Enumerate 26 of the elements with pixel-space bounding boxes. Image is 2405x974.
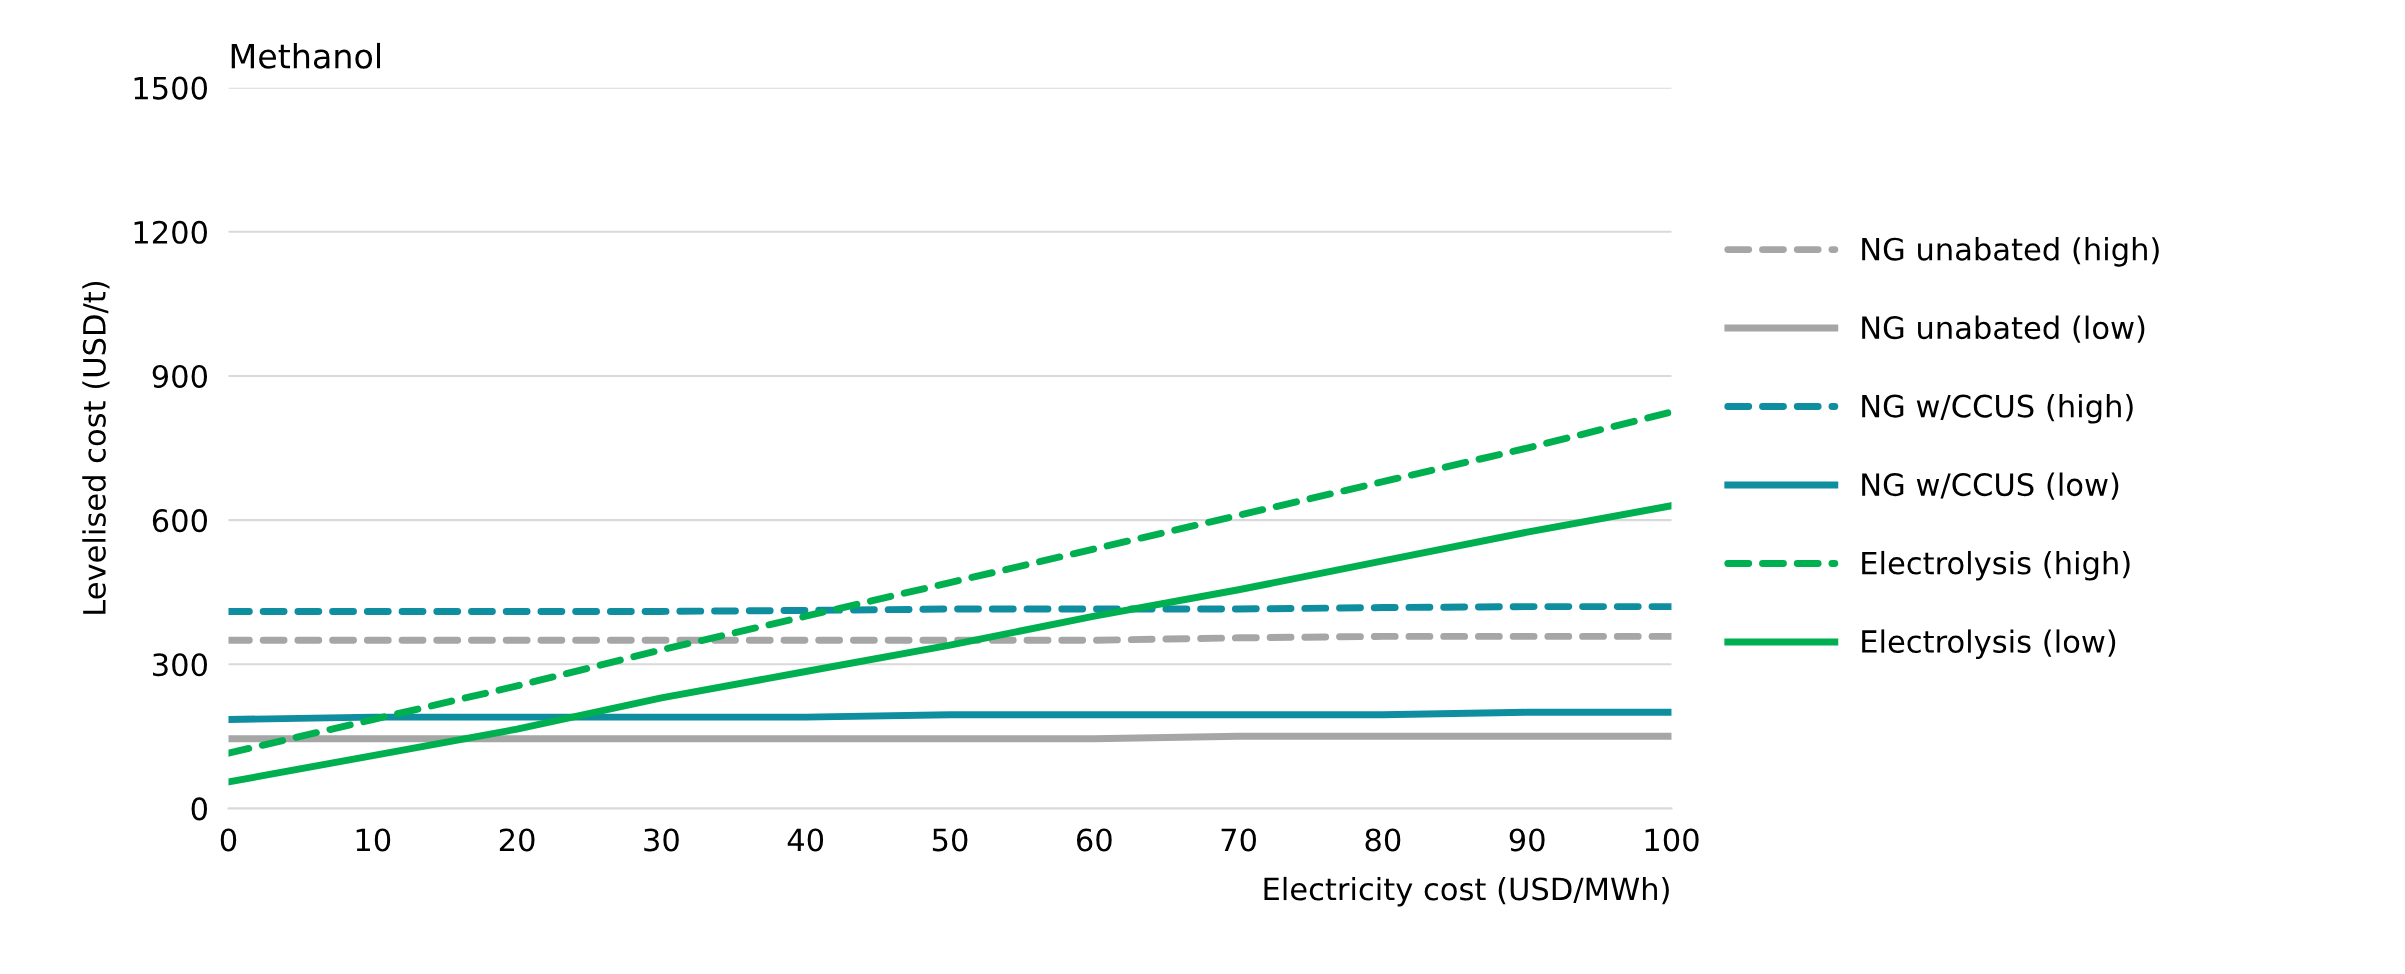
y-tick-label: 0 (191, 797, 207, 821)
chart-title: Methanol (231, 42, 381, 69)
x-tick-label: 100 (1645, 828, 1699, 852)
y-tick-label: 1200 (134, 220, 207, 244)
x-tick-label: 20 (499, 828, 535, 852)
x-axis-title: Electricity cost (USD/MWh) (1264, 876, 1669, 907)
legend-label: NG unabated (low) (1862, 315, 2145, 343)
legend-label: Electrolysis (high) (1862, 550, 2130, 581)
x-tick-label: 70 (1221, 828, 1256, 852)
y-tick-label: 300 (153, 653, 207, 677)
x-tick-label: 40 (787, 828, 824, 852)
x-tick-label: 60 (1076, 828, 1112, 852)
x-tick-label: 50 (932, 828, 968, 852)
y-tick-label: 600 (152, 509, 207, 533)
y-tick-label: 900 (152, 364, 207, 389)
legend-label: NG w/CCUS (high) (1862, 394, 2133, 424)
x-tick-label: 0 (220, 828, 237, 852)
x-tick-label: 80 (1365, 828, 1401, 852)
legend-label: NG unabated (high) (1862, 237, 2159, 267)
x-tick-label: 30 (644, 828, 679, 852)
y-axis-title: Levelised cost (USD/t) (82, 281, 110, 614)
x-tick-label: 10 (356, 828, 391, 852)
legend-label: NG w/CCUS (low) (1862, 472, 2119, 500)
legend-label: Electrolysis (low) (1862, 629, 2116, 659)
y-tick-label: 1500 (134, 76, 207, 100)
x-tick-label: 90 (1509, 828, 1545, 852)
